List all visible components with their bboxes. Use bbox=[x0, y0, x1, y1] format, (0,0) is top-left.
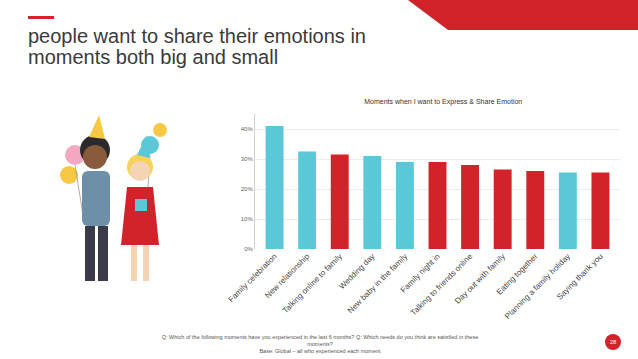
svg-text:20%: 20% bbox=[241, 186, 254, 192]
svg-text:Wedding day: Wedding day bbox=[337, 252, 376, 291]
svg-text:New baby in the family: New baby in the family bbox=[346, 252, 409, 315]
svg-text:Family night in: Family night in bbox=[399, 252, 442, 295]
html-text:Q: Which of the following mome: Q: Which of the following moments have y… bbox=[161, 334, 479, 347]
html-text:28: 28 bbox=[609, 339, 617, 345]
svg-text:40%: 40% bbox=[241, 126, 254, 132]
svg-text:Family celebration: Family celebration bbox=[227, 252, 279, 304]
svg-text:New relationship: New relationship bbox=[263, 251, 312, 300]
svg-text:0%: 0% bbox=[244, 246, 253, 252]
svg-text:30%: 30% bbox=[241, 156, 254, 162]
svg-text:Planning a family holiday: Planning a family holiday bbox=[503, 252, 572, 321]
html-text:Base: Global – all who experie: Base: Global – all who experienced each … bbox=[259, 348, 381, 354]
svg-text:Eating together: Eating together bbox=[495, 252, 540, 297]
svg-text:10%: 10% bbox=[241, 216, 254, 222]
svg-text:Moments when I want to Express: Moments when I want to Express & Share E… bbox=[364, 98, 522, 106]
svg-text:Saying thank you: Saying thank you bbox=[555, 252, 605, 302]
svg-text:Day out with family: Day out with family bbox=[453, 252, 507, 306]
svg-text:Talking online to family: Talking online to family bbox=[281, 252, 344, 315]
html-text:people want to share their emo: people want to share their emotions in m… bbox=[28, 25, 366, 68]
svg-text:Talking to friends online: Talking to friends online bbox=[409, 251, 475, 317]
